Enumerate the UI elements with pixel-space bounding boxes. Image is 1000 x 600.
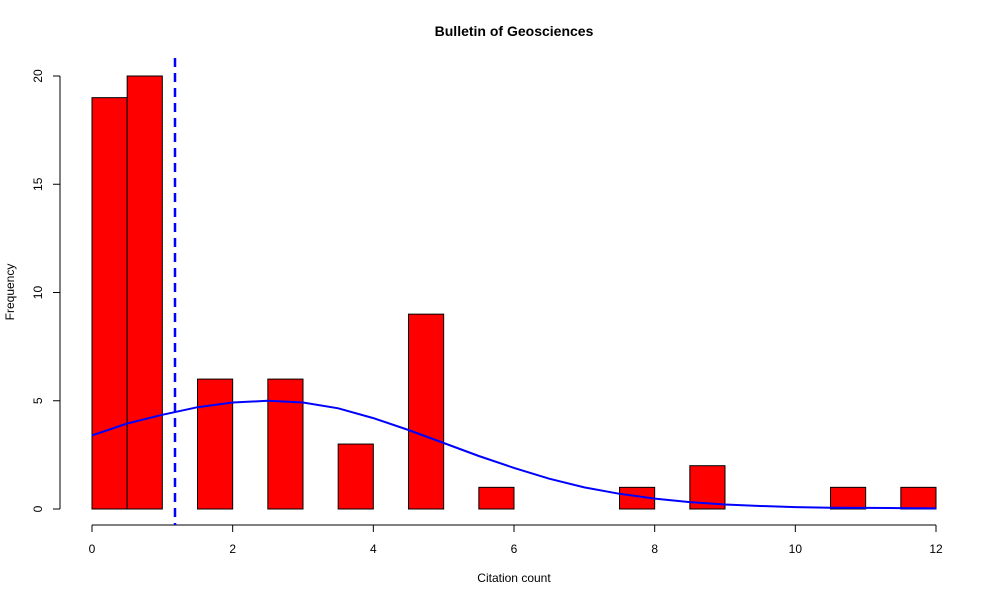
histogram-bar-5 xyxy=(408,313,445,510)
histogram-bar-1 xyxy=(126,75,163,510)
y-tick-label-1: 5 xyxy=(31,397,45,404)
x-tick-label-6: 12 xyxy=(929,542,943,556)
x-tick-label-2: 4 xyxy=(370,542,377,556)
histogram-bar-0 xyxy=(91,97,128,510)
overlays-group xyxy=(91,58,937,525)
histogram-bar-10 xyxy=(900,486,937,510)
x-tick-label-4: 8 xyxy=(651,542,658,556)
x-tick-label-5: 10 xyxy=(789,542,803,556)
x-tick-label-1: 2 xyxy=(229,542,236,556)
density-curve xyxy=(91,399,937,510)
x-tick-label-3: 6 xyxy=(511,542,518,556)
x-axis-label: Citation count xyxy=(477,571,551,585)
histogram-bar-3 xyxy=(267,378,304,510)
histogram-bar-2 xyxy=(197,378,234,510)
x-tick-label-0: 0 xyxy=(89,542,96,556)
y-tick-label-4: 20 xyxy=(31,69,45,83)
histogram-bar-6 xyxy=(478,486,515,510)
histogram-bar-9 xyxy=(830,486,867,510)
y-tick-label-3: 15 xyxy=(31,177,45,191)
y-tick-label-2: 10 xyxy=(31,286,45,300)
chart-title: Bulletin of Geosciences xyxy=(435,23,594,39)
y-axis: 0 5 10 15 20 xyxy=(31,69,61,512)
y-tick-label-0: 0 xyxy=(31,505,45,512)
x-axis: 0 2 4 6 8 10 12 xyxy=(89,524,943,556)
histogram-bar-4 xyxy=(337,443,374,510)
bars-group xyxy=(91,75,937,510)
y-axis-label: Frequency xyxy=(3,264,17,321)
